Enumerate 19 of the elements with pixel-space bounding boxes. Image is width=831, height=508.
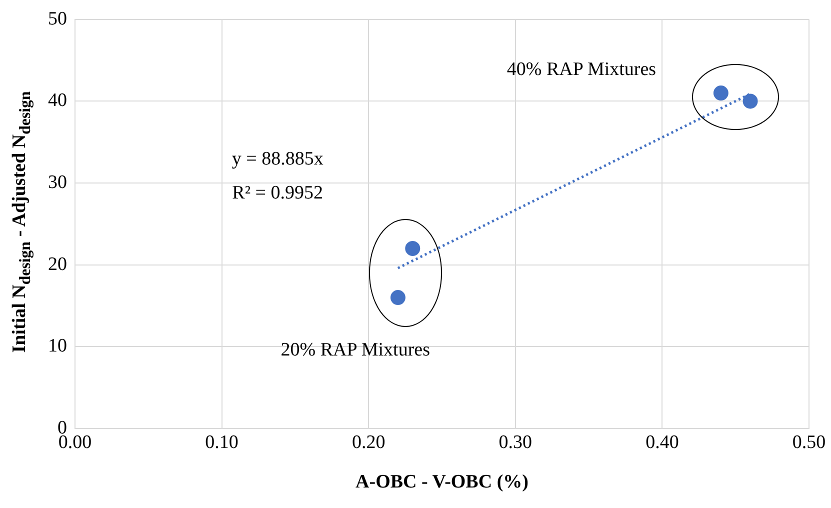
annotation: 20% RAP Mixtures xyxy=(280,340,430,361)
y-tick-label: 10 xyxy=(48,336,67,357)
y-tick-label: 50 xyxy=(48,8,67,30)
annotation: R² = 0.9952 xyxy=(232,182,324,204)
x-tick-label: 0.40 xyxy=(646,432,679,453)
x-tick-label: 0.20 xyxy=(352,432,386,453)
point xyxy=(713,86,728,101)
x-axis-title: A-OBC - V-OBC (%) xyxy=(356,472,528,493)
annotation: 40% RAP Mixtures xyxy=(506,59,656,80)
x-tick-label: 0.50 xyxy=(792,432,826,453)
x-tick-label: 0.30 xyxy=(498,432,532,453)
y-tick-label: 20 xyxy=(48,254,67,275)
x-tick-label: 0.10 xyxy=(205,432,238,453)
point xyxy=(742,94,758,109)
y-tick-label: 30 xyxy=(48,172,67,193)
point xyxy=(390,290,406,306)
y-tick-label: 40 xyxy=(48,90,67,112)
point xyxy=(405,240,420,256)
annotation: y = 88.885x xyxy=(232,148,324,170)
